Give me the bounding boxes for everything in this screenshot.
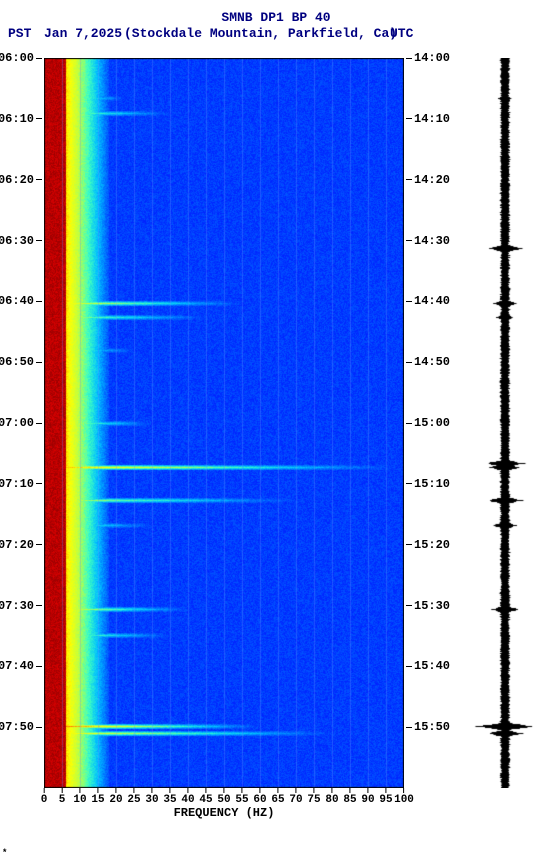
- x-tick: 20: [109, 788, 122, 806]
- y-axis-right: 14:0014:1014:2014:3014:4014:5015:0015:10…: [404, 58, 454, 788]
- x-tick: 75: [307, 788, 320, 806]
- x-tick: 55: [235, 788, 248, 806]
- spectrogram-canvas: [44, 58, 404, 788]
- left-tick: 07:10: [0, 477, 42, 491]
- x-axis-label: FREQUENCY (HZ): [44, 806, 404, 820]
- left-tick: 07:30: [0, 599, 42, 613]
- left-tick: 06:40: [0, 294, 42, 308]
- x-tick: 40: [181, 788, 194, 806]
- right-tick: 14:10: [406, 112, 450, 126]
- seismogram-canvas: [470, 58, 540, 788]
- x-tick: 100: [394, 788, 414, 806]
- left-tick: 06:00: [0, 51, 42, 65]
- right-tick: 15:40: [406, 659, 450, 673]
- date-label: Jan 7,2025: [44, 26, 122, 41]
- location-label: (Stockdale Mountain, Parkfield, Ca): [124, 26, 397, 41]
- left-timezone-label: PST: [8, 26, 31, 41]
- right-tick: 15:30: [406, 599, 450, 613]
- y-axis-left: 06:0006:1006:2006:3006:4006:5007:0007:10…: [0, 58, 44, 788]
- x-tick: 0: [41, 788, 48, 806]
- left-tick: 07:40: [0, 659, 42, 673]
- x-tick: 95: [379, 788, 392, 806]
- left-tick: 07:00: [0, 416, 42, 430]
- right-tick: 14:40: [406, 294, 450, 308]
- right-tick: 14:30: [406, 234, 450, 248]
- spectrogram-plot: [44, 58, 404, 788]
- left-tick: 06:30: [0, 234, 42, 248]
- x-tick: 10: [73, 788, 86, 806]
- x-tick: 90: [361, 788, 374, 806]
- x-tick: 85: [343, 788, 356, 806]
- x-tick: 15: [91, 788, 104, 806]
- right-timezone-label: UTC: [390, 26, 413, 41]
- x-axis: 0510152025303540455055606570758085909510…: [44, 788, 404, 808]
- x-tick: 65: [271, 788, 284, 806]
- left-tick: 07:20: [0, 538, 42, 552]
- right-tick: 15:50: [406, 720, 450, 734]
- x-tick: 5: [59, 788, 66, 806]
- right-tick: 14:00: [406, 51, 450, 65]
- right-tick: 14:50: [406, 355, 450, 369]
- right-tick: 15:20: [406, 538, 450, 552]
- left-tick: 07:50: [0, 720, 42, 734]
- seismogram-plot: [470, 58, 540, 788]
- left-tick: 06:50: [0, 355, 42, 369]
- footnote: *: [2, 848, 7, 858]
- chart-title: SMNB DP1 BP 40: [0, 10, 552, 25]
- x-tick: 60: [253, 788, 266, 806]
- x-tick: 35: [163, 788, 176, 806]
- x-tick: 45: [199, 788, 212, 806]
- right-tick: 14:20: [406, 173, 450, 187]
- right-tick: 15:10: [406, 477, 450, 491]
- x-tick: 70: [289, 788, 302, 806]
- x-tick: 25: [127, 788, 140, 806]
- x-tick: 50: [217, 788, 230, 806]
- x-tick: 80: [325, 788, 338, 806]
- right-tick: 15:00: [406, 416, 450, 430]
- left-tick: 06:20: [0, 173, 42, 187]
- x-tick: 30: [145, 788, 158, 806]
- left-tick: 06:10: [0, 112, 42, 126]
